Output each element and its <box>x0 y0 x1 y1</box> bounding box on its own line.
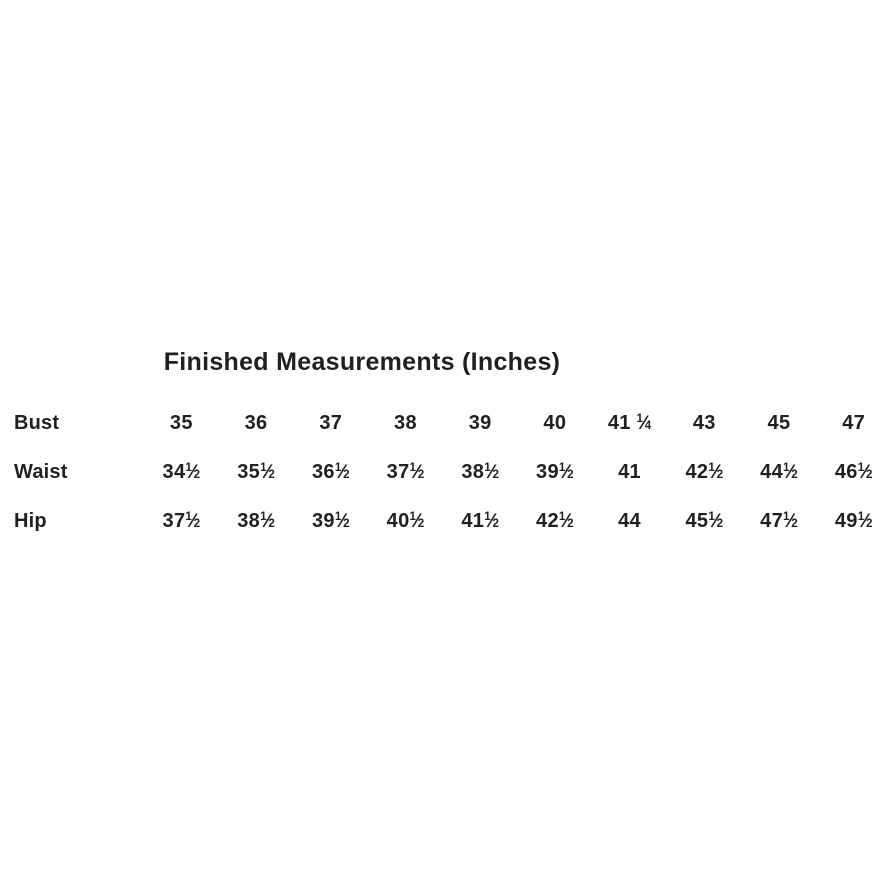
measurements-table: Bust 35 36 37 38 39 40 41 1⁄4 43 45 47 W… <box>0 398 891 545</box>
measurement-cell: 44 <box>618 509 641 532</box>
measurement-cell: 491⁄2 <box>834 509 873 532</box>
measurement-cell: 371⁄2 <box>162 509 201 532</box>
measurement-cell: 471⁄2 <box>760 509 798 532</box>
measurement-cell: 391⁄2 <box>311 509 350 532</box>
fraction-half: 1⁄2 <box>409 461 425 483</box>
table-row-bust: Bust 35 36 37 38 39 40 41 1⁄4 43 45 47 <box>0 398 891 447</box>
measurement-cell: 39 <box>468 411 492 434</box>
measurement-cell: 40 <box>543 411 567 434</box>
fraction-half: 1⁄2 <box>558 461 574 483</box>
measurement-cell: 37 <box>319 411 343 434</box>
fraction-half: 1⁄2 <box>857 461 873 483</box>
measurement-cell: 351⁄2 <box>237 460 275 483</box>
fraction-half: 1⁄2 <box>558 510 574 532</box>
measurement-cell: 341⁄2 <box>162 460 201 483</box>
measurement-cell: 381⁄2 <box>237 509 275 532</box>
measurement-cell: 47 <box>842 411 866 434</box>
fraction-quarter: 1⁄4 <box>636 412 652 434</box>
measurement-cell: 36 <box>244 411 268 434</box>
measurement-cell: 451⁄2 <box>685 509 724 532</box>
fraction-half: 1⁄2 <box>334 461 350 483</box>
fraction-half: 1⁄2 <box>708 510 724 532</box>
fraction-half: 1⁄2 <box>783 510 798 532</box>
fraction-half: 1⁄2 <box>260 510 275 532</box>
fraction-half: 1⁄2 <box>185 510 201 532</box>
fraction-half: 1⁄2 <box>334 510 350 532</box>
row-header-bust: Bust <box>14 411 60 434</box>
fraction-half: 1⁄2 <box>260 461 275 483</box>
table-row-hip: Hip 371⁄2 381⁄2 391⁄2 401⁄2 411⁄2 421⁄2 … <box>0 496 891 545</box>
fraction-half: 1⁄2 <box>484 461 499 483</box>
fraction-half: 1⁄2 <box>708 461 724 483</box>
fraction-half: 1⁄2 <box>409 510 425 532</box>
row-header-hip: Hip <box>14 509 47 532</box>
row-header-waist: Waist <box>14 460 68 483</box>
measurement-cell: 43 <box>692 411 716 434</box>
fraction-half: 1⁄2 <box>783 461 798 483</box>
fraction-half: 1⁄2 <box>484 510 499 532</box>
measurement-cell: 38 <box>394 411 417 434</box>
fraction-half: 1⁄2 <box>857 510 873 532</box>
table-row-waist: Waist 341⁄2 351⁄2 361⁄2 371⁄2 381⁄2 391⁄… <box>0 447 891 496</box>
measurement-cell: 401⁄2 <box>386 509 425 532</box>
measurement-cell: 371⁄2 <box>386 460 425 483</box>
measurement-cell: 381⁄2 <box>461 460 499 483</box>
measurement-cell: 421⁄2 <box>685 460 724 483</box>
measurement-cell: 41 <box>618 460 641 483</box>
page-title: Finished Measurements (Inches) <box>163 348 561 376</box>
measurement-cell: 441⁄2 <box>760 460 798 483</box>
measurement-cell: 391⁄2 <box>536 460 574 483</box>
measurement-cell: 411⁄2 <box>461 509 499 532</box>
measurement-cell: 41 1⁄4 <box>607 411 652 434</box>
measurement-cell: 461⁄2 <box>834 460 873 483</box>
measurement-cell: 361⁄2 <box>311 460 350 483</box>
measurement-cell: 35 <box>169 411 193 434</box>
fraction-half: 1⁄2 <box>185 461 201 483</box>
measurement-cell: 421⁄2 <box>536 509 574 532</box>
measurement-cell: 45 <box>767 411 791 434</box>
